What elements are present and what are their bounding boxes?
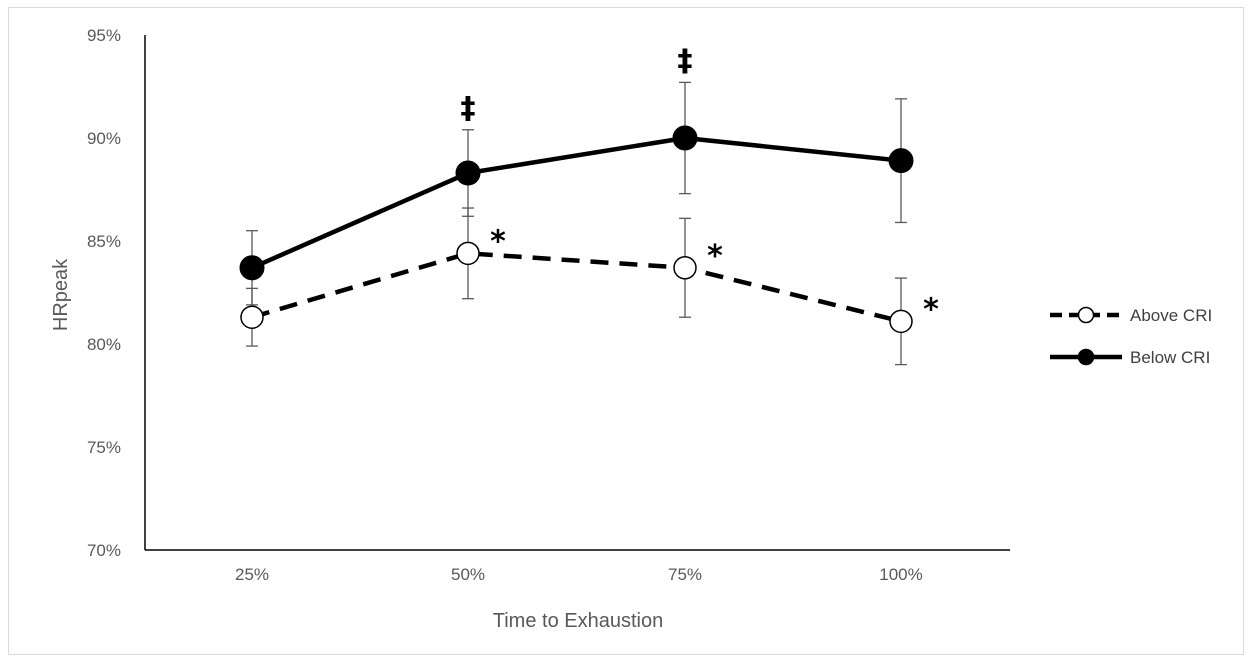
y-tick-label: 75% (87, 438, 121, 457)
x-tick-label: 75% (668, 565, 702, 584)
legend: Above CRI Below CRI (1050, 306, 1212, 367)
data-point-below-cri (672, 125, 698, 151)
series-line-below-cri (251, 135, 902, 270)
legend-marker (1077, 306, 1095, 324)
legend-label: Above CRI (1130, 306, 1212, 325)
y-tick-label: 90% (87, 129, 121, 148)
data-point-below-cri (455, 160, 481, 186)
data-point-below-cri (239, 255, 265, 281)
chart-frame (8, 7, 1244, 655)
y-tick-label: 80% (87, 335, 121, 354)
data-point-above-cri (673, 256, 697, 280)
data-point-above-cri (456, 241, 480, 266)
y-tick-label: 85% (87, 232, 121, 251)
data-point-above-cri (240, 305, 264, 329)
significance-asterisk: * (923, 292, 939, 327)
data-point-above-cri (889, 309, 913, 334)
y-axis-title: HRpeak (50, 258, 72, 331)
x-axis-title: Time to Exhaustion (493, 610, 663, 632)
significance-asterisk: * (707, 239, 723, 274)
x-tick-label: 25% (235, 565, 269, 584)
legend-label: Below CRI (1130, 348, 1210, 367)
axes (144, 35, 1010, 551)
legend-marker (1077, 348, 1095, 366)
legend-item: Below CRI (1050, 348, 1210, 367)
y-tick-label: 95% (87, 26, 121, 45)
y-tick-label: 70% (87, 541, 121, 560)
significance-double-dagger: ‡ (678, 43, 693, 78)
legend-item: Above CRI (1050, 306, 1212, 325)
annotations: * * * ‡ ‡ (461, 43, 940, 327)
tick-labels: 70% 75% 80% 85% 90% 95% 25% 50% 75% 100% (87, 26, 923, 584)
series-group (239, 81, 914, 366)
x-tick-label: 50% (451, 565, 485, 584)
significance-asterisk: * (490, 224, 506, 259)
x-tick-label: 100% (879, 565, 922, 584)
significance-double-dagger: ‡ (461, 91, 476, 126)
data-point-below-cri (888, 148, 914, 174)
series-line-above-cri (251, 251, 902, 324)
